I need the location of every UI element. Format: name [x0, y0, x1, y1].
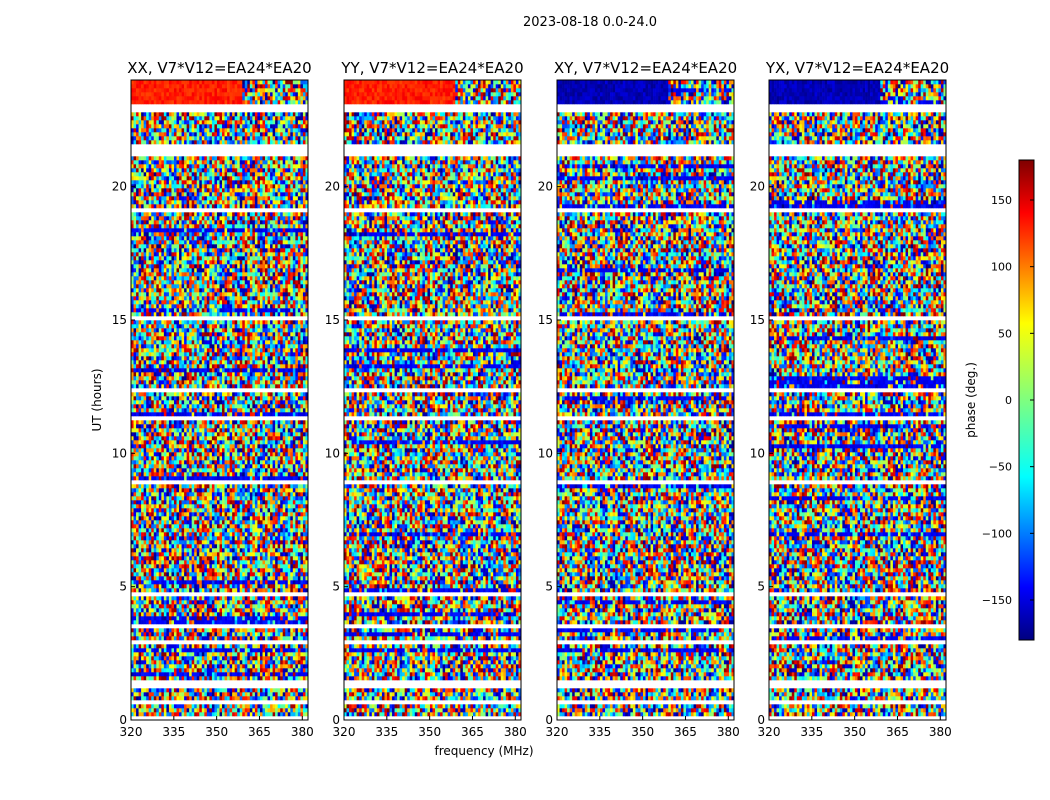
colorbar-tick-label: −150: [982, 594, 1012, 607]
x-tick-label: 320: [546, 725, 569, 739]
y-tick-label: 15: [538, 313, 553, 327]
y-tick-label: 0: [545, 713, 553, 727]
figure-suptitle: 2023-08-18 0.0-24.0: [523, 15, 657, 30]
panel-title: XX, V7*V12=EA24*EA20: [127, 59, 311, 77]
x-tick-label: 350: [843, 725, 866, 739]
y-tick-label: 20: [750, 180, 765, 194]
y-tick-label: 20: [112, 180, 127, 194]
x-tick-label: 365: [461, 725, 484, 739]
y-tick-label: 10: [325, 446, 340, 460]
colorbar-tick-label: 50: [998, 327, 1012, 340]
heatmap-cells: [131, 80, 308, 720]
y-axis-label: UT (hours): [90, 368, 104, 431]
colorbar-label: phase (deg.): [964, 362, 978, 438]
y-tick-label: 15: [112, 313, 127, 327]
x-axis-label: frequency (MHz): [434, 744, 533, 758]
figure: 2023-08-18 0.0-24.0 XX, V7*V12=EA24*EA20…: [0, 0, 1050, 800]
x-tick-label: 365: [248, 725, 271, 739]
x-tick-label: 365: [674, 725, 697, 739]
heatmap-cells: [557, 80, 734, 720]
x-tick-label: 350: [205, 725, 228, 739]
y-tick-label: 20: [325, 180, 340, 194]
panel-xx: XX, V7*V12=EA24*EA20 320 335 350 365 380 0 5 10 1…: [112, 59, 314, 739]
x-tick-label: 380: [291, 725, 314, 739]
x-tick-label: 380: [717, 725, 740, 739]
y-tick-label: 20: [538, 180, 553, 194]
colorbar-tick-label: −100: [982, 527, 1012, 540]
panel-title: YY, V7*V12=EA24*EA20: [340, 59, 523, 77]
heatmap-cells: [769, 80, 946, 720]
colorbar: 150 100 50 0 −50 −100 −150 phase (deg.): [964, 160, 1034, 640]
x-tick-label: 320: [120, 725, 143, 739]
y-tick-label: 0: [332, 713, 340, 727]
x-tick-label: 380: [929, 725, 952, 739]
y-tick-label: 0: [119, 713, 127, 727]
x-tick-label: 320: [333, 725, 356, 739]
y-tick-label: 5: [757, 580, 765, 594]
y-tick-label: 0: [757, 713, 765, 727]
x-tick-label: 350: [418, 725, 441, 739]
y-tick-label: 15: [325, 313, 340, 327]
x-tick-label: 380: [504, 725, 527, 739]
y-tick-label: 15: [750, 313, 765, 327]
x-tick-label: 365: [886, 725, 909, 739]
x-tick-label: 350: [631, 725, 654, 739]
x-tick-label: 335: [162, 725, 185, 739]
x-tick-label: 320: [758, 725, 781, 739]
panels-group: XX, V7*V12=EA24*EA20 320 335 350 365 380 0 5 10 1…: [112, 59, 952, 739]
x-tick-label: 335: [588, 725, 611, 739]
colorbar-tick-label: 150: [991, 194, 1012, 207]
y-tick-label: 5: [119, 580, 127, 594]
y-tick-label: 5: [332, 580, 340, 594]
colorbar-tick-label: −50: [989, 461, 1012, 474]
heatmap-cells: [344, 80, 521, 720]
panel-xy: XY, V7*V12=EA24*EA20 320 335 350 365 380 0 5 10 1…: [538, 59, 740, 739]
colorbar-tick-label: 100: [991, 261, 1012, 274]
y-tick-label: 10: [538, 446, 553, 460]
panel-title: XY, V7*V12=EA24*EA20: [554, 59, 737, 77]
panel-yx: YX, V7*V12=EA24*EA20 320 335 350 365 380 0 5 10 1…: [750, 59, 952, 739]
x-tick-label: 335: [800, 725, 823, 739]
y-tick-label: 10: [750, 446, 765, 460]
panel-title: YX, V7*V12=EA24*EA20: [765, 59, 949, 77]
y-tick-label: 5: [545, 580, 553, 594]
x-tick-label: 335: [375, 725, 398, 739]
panel-yy: YY, V7*V12=EA24*EA20 320 335 350 365 380 0 5 10 1…: [325, 59, 527, 739]
y-tick-label: 10: [112, 446, 127, 460]
colorbar-tick-label: 0: [1005, 394, 1012, 407]
